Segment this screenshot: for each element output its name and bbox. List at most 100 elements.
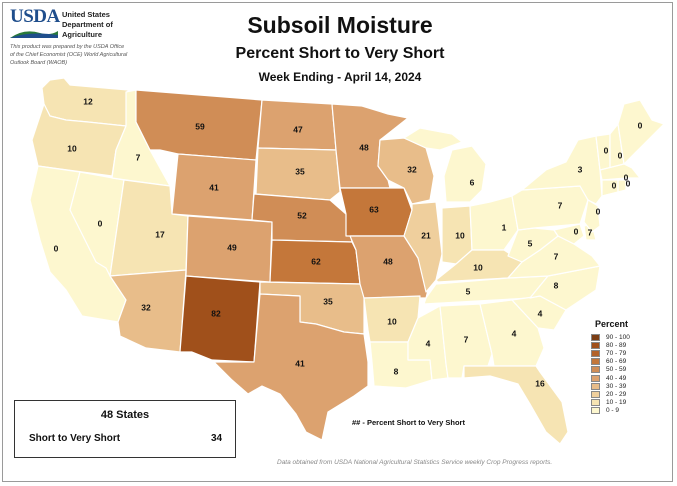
agency-name: United States Department of Agriculture [62, 10, 113, 39]
state-label-NM: 82 [211, 308, 221, 318]
legend-label: 70 - 79 [606, 349, 627, 357]
state-label-GA: 4 [512, 328, 517, 338]
legend-label: 10 - 19 [606, 399, 627, 407]
state-label-NC: 8 [554, 280, 559, 290]
usda-logo-text: USDA [10, 6, 60, 27]
state-label-UT: 17 [155, 229, 165, 239]
state-label-NV: 0 [98, 218, 103, 228]
legend-swatch [591, 390, 600, 398]
state-label-WV: 5 [528, 238, 533, 248]
legend-swatch [591, 407, 600, 415]
legend-swatch [591, 366, 600, 374]
legend-swatch [591, 349, 600, 357]
state-IL [403, 201, 443, 293]
state-WV [507, 227, 559, 263]
state-RI [617, 179, 627, 193]
state-label-MT: 59 [195, 121, 205, 131]
legend-label: 20 - 29 [606, 390, 627, 398]
legend-label: 0 - 9 [606, 407, 620, 415]
legend: Percent 90 - 100 80 - 89 70 - 79 60 - 69 50 … [591, 319, 671, 415]
state-label-MI: 6 [470, 177, 475, 187]
state-label-CT: 0 [612, 180, 617, 190]
state-label-MO: 48 [383, 256, 393, 266]
source-note: Data obtained from USDA National Agricul… [277, 459, 553, 466]
state-label-VA: 7 [554, 251, 559, 261]
legend-swatch [591, 358, 600, 366]
state-label-MN: 48 [359, 142, 369, 152]
state-NM [179, 275, 261, 363]
legend-label: 40 - 49 [606, 374, 627, 382]
state-label-WA: 12 [83, 96, 93, 106]
legend-item: 40 - 49 [591, 374, 671, 382]
state-FL [463, 365, 569, 445]
state-label-DE: 7 [588, 227, 593, 237]
state-label-MS: 4 [426, 338, 431, 348]
legend-item: 70 - 79 [591, 349, 671, 357]
state-label-MD: 0 [574, 226, 579, 236]
state-label-IL: 21 [421, 230, 431, 240]
legend-label: 90 - 100 [606, 333, 630, 341]
usda-hills-icon [10, 31, 58, 38]
state-OH [469, 195, 519, 251]
state-label-KS: 62 [311, 256, 321, 266]
state-PA [511, 185, 589, 231]
state-label-NH: 0 [618, 150, 623, 160]
state-label-VT: 0 [604, 145, 609, 155]
state-label-ND: 47 [293, 124, 303, 134]
legend-item: 20 - 29 [591, 390, 671, 398]
label-note: ## - Percent Short to Very Short [352, 418, 465, 427]
summary-value: 34 [211, 433, 223, 444]
state-label-KY: 10 [473, 262, 483, 272]
usda-logo: USDA [10, 6, 60, 38]
legend-item: 10 - 19 [591, 399, 671, 407]
state-label-WI: 32 [407, 164, 417, 174]
state-label-OK: 35 [323, 296, 333, 306]
state-TX [213, 293, 369, 441]
legend-label: 30 - 39 [606, 382, 627, 390]
state-label-ME: 0 [638, 120, 643, 130]
state-label-CA: 0 [54, 243, 59, 253]
state-SD [255, 147, 341, 201]
week-label: Week Ending - April 14, 2024 [258, 70, 422, 84]
legend-item: 80 - 89 [591, 341, 671, 349]
state-label-RI: 0 [624, 172, 629, 182]
state-label-NE: 52 [297, 210, 307, 220]
legend-item: 30 - 39 [591, 382, 671, 390]
state-label-AZ: 32 [141, 302, 151, 312]
state-label-OH: 1 [502, 222, 507, 232]
state-ME [617, 99, 665, 165]
legend-label: 60 - 69 [606, 358, 627, 366]
state-label-AL: 7 [464, 334, 469, 344]
state-label-IA: 63 [369, 204, 379, 214]
legend-item: 0 - 9 [591, 407, 671, 415]
legend-item: 50 - 59 [591, 366, 671, 374]
summary-heading: 48 States [100, 409, 150, 421]
legend-swatch [591, 382, 600, 390]
legend-swatch [591, 341, 600, 349]
legend-label: 50 - 59 [606, 366, 627, 374]
state-label-SC: 4 [538, 308, 543, 318]
legend-item: 90 - 100 [591, 333, 671, 341]
legend-title: Percent [595, 319, 629, 329]
legend-swatch [591, 399, 600, 407]
state-label-MA: 0 [626, 178, 631, 188]
state-label-PA: 7 [558, 200, 563, 210]
state-label-TN: 5 [466, 286, 471, 296]
state-MI [443, 145, 487, 203]
state-label-OR: 10 [67, 143, 77, 153]
legend-swatch [591, 333, 600, 341]
state-NJ [583, 199, 601, 233]
legend-rows: 90 - 100 80 - 89 70 - 79 60 - 69 50 - 59 40 -… [591, 333, 671, 415]
state-label-WY: 41 [209, 182, 219, 192]
state-label-AR: 10 [387, 316, 397, 326]
state-label-IN: 10 [455, 230, 465, 240]
state-label-SD: 35 [295, 166, 305, 176]
legend-item: 60 - 69 [591, 358, 671, 366]
legend-label: 80 - 89 [606, 341, 627, 349]
state-label-LA: 8 [394, 366, 399, 376]
credit-text: This product was prepared by the USDA Of… [10, 44, 128, 66]
state-label-ID: 7 [136, 152, 141, 162]
state-label-NJ: 0 [596, 206, 601, 216]
map-title: Subsoil Moisture [247, 12, 433, 38]
